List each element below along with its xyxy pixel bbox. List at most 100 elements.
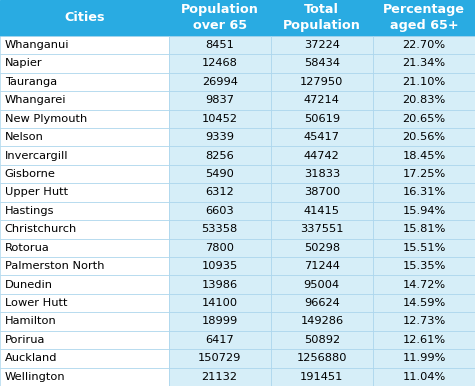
Bar: [0, 73, 169, 91]
Text: 11.99%: 11.99%: [402, 353, 446, 363]
Text: 21.10%: 21.10%: [402, 77, 446, 87]
Bar: [373, 239, 475, 257]
Bar: [0, 91, 169, 110]
Text: Napier: Napier: [5, 58, 42, 68]
Text: 18999: 18999: [201, 317, 238, 327]
Text: 50892: 50892: [304, 335, 340, 345]
Text: Cities: Cities: [64, 12, 104, 24]
Bar: [0, 349, 169, 367]
Bar: [0, 239, 169, 257]
Bar: [169, 294, 271, 312]
Text: 21.34%: 21.34%: [402, 58, 446, 68]
Bar: [271, 367, 373, 386]
Bar: [373, 0, 475, 36]
Bar: [373, 331, 475, 349]
Text: 53358: 53358: [201, 224, 238, 234]
Bar: [271, 0, 373, 36]
Bar: [169, 257, 271, 275]
Text: Gisborne: Gisborne: [5, 169, 56, 179]
Text: 21132: 21132: [202, 372, 238, 382]
Bar: [373, 128, 475, 146]
Bar: [0, 201, 169, 220]
Bar: [0, 220, 169, 239]
Text: 47214: 47214: [304, 95, 340, 105]
Bar: [0, 165, 169, 183]
Bar: [373, 183, 475, 201]
Text: 71244: 71244: [304, 261, 340, 271]
Text: 8256: 8256: [205, 151, 234, 161]
Bar: [0, 275, 169, 294]
Bar: [373, 367, 475, 386]
Bar: [271, 312, 373, 331]
Bar: [373, 73, 475, 91]
Text: 58434: 58434: [304, 58, 340, 68]
Text: Percentage
aged 65+: Percentage aged 65+: [383, 3, 465, 32]
Bar: [373, 275, 475, 294]
Text: 18.45%: 18.45%: [402, 151, 446, 161]
Text: Nelson: Nelson: [5, 132, 44, 142]
Text: 127950: 127950: [300, 77, 343, 87]
Text: Porirua: Porirua: [5, 335, 45, 345]
Bar: [169, 239, 271, 257]
Bar: [271, 275, 373, 294]
Text: Wellington: Wellington: [5, 372, 66, 382]
Text: Hamilton: Hamilton: [5, 317, 57, 327]
Bar: [169, 91, 271, 110]
Bar: [271, 183, 373, 201]
Text: Tauranga: Tauranga: [5, 77, 57, 87]
Text: 45417: 45417: [304, 132, 340, 142]
Text: Dunedin: Dunedin: [5, 279, 53, 290]
Text: 10935: 10935: [201, 261, 238, 271]
Text: 17.25%: 17.25%: [402, 169, 446, 179]
Bar: [0, 110, 169, 128]
Text: Palmerston North: Palmerston North: [5, 261, 104, 271]
Text: 96624: 96624: [304, 298, 340, 308]
Bar: [373, 312, 475, 331]
Text: 15.51%: 15.51%: [402, 243, 446, 253]
Text: 15.35%: 15.35%: [402, 261, 446, 271]
Text: 1256880: 1256880: [296, 353, 347, 363]
Text: 22.70%: 22.70%: [402, 40, 446, 50]
Bar: [0, 0, 169, 36]
Bar: [271, 239, 373, 257]
Bar: [169, 312, 271, 331]
Bar: [373, 349, 475, 367]
Bar: [0, 128, 169, 146]
Text: 150729: 150729: [198, 353, 241, 363]
Bar: [169, 128, 271, 146]
Bar: [169, 331, 271, 349]
Bar: [373, 294, 475, 312]
Bar: [373, 36, 475, 54]
Bar: [169, 201, 271, 220]
Text: Rotorua: Rotorua: [5, 243, 49, 253]
Text: 337551: 337551: [300, 224, 343, 234]
Text: 14100: 14100: [201, 298, 238, 308]
Text: 20.65%: 20.65%: [402, 114, 446, 124]
Bar: [0, 36, 169, 54]
Bar: [271, 128, 373, 146]
Text: Invercargill: Invercargill: [5, 151, 68, 161]
Text: 15.94%: 15.94%: [402, 206, 446, 216]
Text: Auckland: Auckland: [5, 353, 57, 363]
Text: 16.31%: 16.31%: [402, 188, 446, 198]
Bar: [271, 220, 373, 239]
Text: 12.73%: 12.73%: [402, 317, 446, 327]
Text: Total
Population: Total Population: [283, 3, 361, 32]
Text: 6312: 6312: [205, 188, 234, 198]
Text: 191451: 191451: [300, 372, 343, 382]
Text: 14.59%: 14.59%: [402, 298, 446, 308]
Bar: [169, 36, 271, 54]
Text: Lower Hutt: Lower Hutt: [5, 298, 67, 308]
Bar: [271, 73, 373, 91]
Bar: [373, 165, 475, 183]
Bar: [271, 201, 373, 220]
Bar: [271, 349, 373, 367]
Bar: [0, 294, 169, 312]
Text: 6417: 6417: [205, 335, 234, 345]
Bar: [169, 0, 271, 36]
Text: 5490: 5490: [205, 169, 234, 179]
Bar: [373, 201, 475, 220]
Text: 31833: 31833: [304, 169, 340, 179]
Text: Whanganui: Whanganui: [5, 40, 69, 50]
Bar: [271, 294, 373, 312]
